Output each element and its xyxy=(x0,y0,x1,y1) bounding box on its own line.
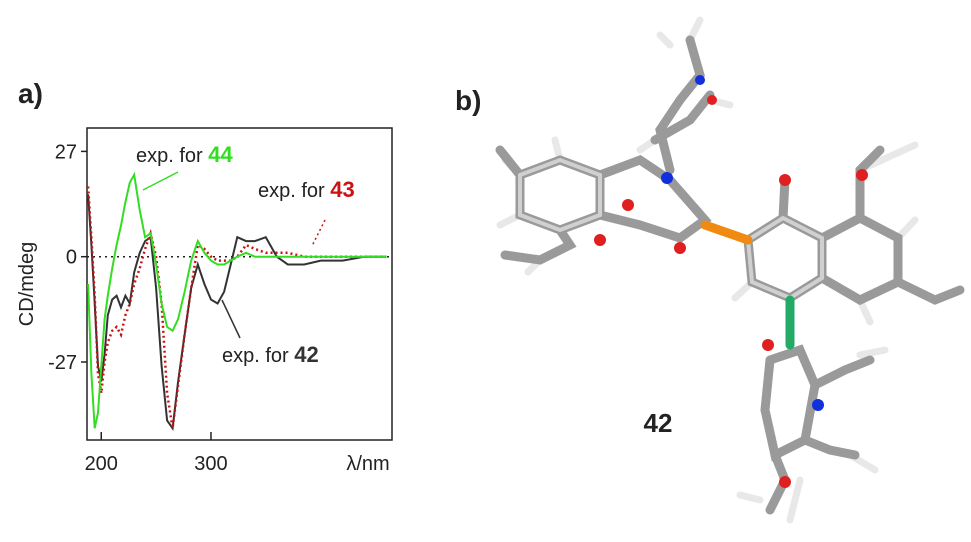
y-tick-label: 0 xyxy=(66,247,77,269)
legend-entry: 44 xyxy=(208,142,233,167)
y-axis-label: CD/mdeg xyxy=(16,242,38,326)
x-tick-label: 200 xyxy=(85,453,118,475)
annotation-text: exp. for xyxy=(222,345,289,367)
panel-label: a) xyxy=(18,78,43,109)
panel-label: b) xyxy=(455,85,481,116)
series-line xyxy=(88,175,386,428)
figure: a) b) -27 0 27 200 300 λ/nm CD/mdeg exp. for 42… xyxy=(0,0,971,542)
annotation-leader xyxy=(312,220,325,246)
molecule-model xyxy=(500,20,960,520)
compound-label: 42 xyxy=(644,408,673,438)
y-tick-label: 27 xyxy=(55,141,77,163)
annotation: exp. for 44 xyxy=(136,142,234,167)
x-tick-label: 300 xyxy=(194,453,227,475)
series-line xyxy=(88,194,386,428)
annotation-leader xyxy=(143,172,178,190)
y-tick-label: -27 xyxy=(48,352,77,374)
annotation-text: exp. for xyxy=(136,145,203,167)
x-axis-label: λ/nm xyxy=(346,453,389,475)
annotation-leader xyxy=(222,300,240,338)
annotation: exp. for 43 xyxy=(258,177,355,202)
legend-entry: 43 xyxy=(330,177,354,202)
annotation: exp. for 42 xyxy=(222,342,319,367)
series-line xyxy=(88,187,386,429)
annotation-text: exp. for xyxy=(258,180,325,202)
legend-entry: 42 xyxy=(294,342,318,367)
